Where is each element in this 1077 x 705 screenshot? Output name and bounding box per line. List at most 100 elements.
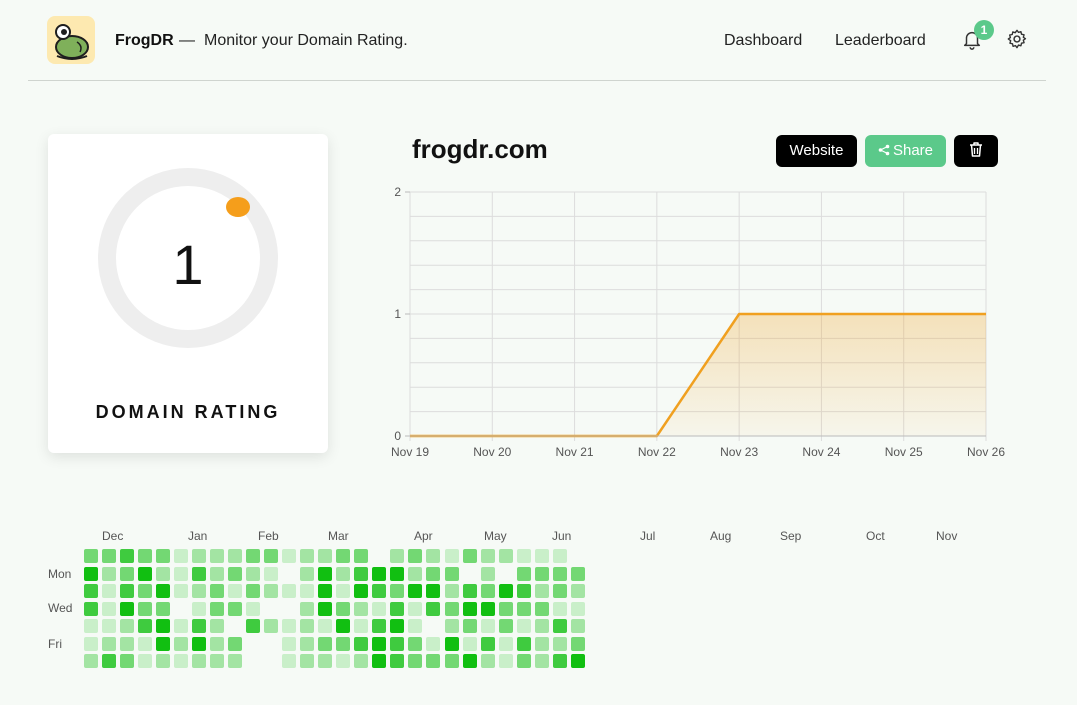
- heatmap-cell[interactable]: [84, 601, 98, 616]
- gear-icon[interactable]: [1006, 28, 1028, 50]
- heatmap-cell[interactable]: [210, 654, 225, 668]
- heatmap-cell[interactable]: [354, 636, 369, 651]
- heatmap-cell[interactable]: [174, 654, 189, 668]
- heatmap-cell[interactable]: [228, 601, 243, 616]
- heatmap-cell[interactable]: [390, 549, 405, 563]
- heatmap-cell[interactable]: [390, 601, 405, 616]
- heatmap-cell[interactable]: [336, 654, 351, 668]
- heatmap-cell[interactable]: [84, 549, 98, 563]
- heatmap-cell[interactable]: [570, 654, 585, 668]
- heatmap-cell[interactable]: [174, 636, 189, 651]
- heatmap-cell[interactable]: [300, 654, 315, 668]
- heatmap-cell[interactable]: [552, 654, 567, 668]
- heatmap-cell[interactable]: [102, 654, 117, 668]
- heatmap-cell[interactable]: [174, 619, 189, 633]
- heatmap-cell[interactable]: [246, 549, 261, 563]
- heatmap-cell[interactable]: [408, 584, 423, 598]
- heatmap-cell[interactable]: [156, 584, 171, 598]
- frog-logo[interactable]: [47, 16, 95, 64]
- heatmap-cell[interactable]: [228, 584, 243, 598]
- heatmap-cell[interactable]: [336, 549, 351, 563]
- heatmap-cell[interactable]: [480, 636, 495, 651]
- heatmap-cell[interactable]: [354, 619, 369, 633]
- heatmap-cell[interactable]: [354, 654, 369, 668]
- heatmap-cell[interactable]: [138, 584, 153, 598]
- heatmap-cell[interactable]: [228, 654, 243, 668]
- heatmap-cell[interactable]: [84, 566, 98, 581]
- heatmap-cell[interactable]: [372, 654, 387, 668]
- heatmap-cell[interactable]: [552, 619, 567, 633]
- heatmap-cell[interactable]: [498, 636, 513, 651]
- heatmap-cell[interactable]: [210, 619, 225, 633]
- heatmap-cell[interactable]: [192, 619, 207, 633]
- heatmap-cell[interactable]: [192, 636, 207, 651]
- heatmap-cell[interactable]: [264, 549, 279, 563]
- heatmap-cell[interactable]: [336, 636, 351, 651]
- heatmap-cell[interactable]: [516, 549, 531, 563]
- heatmap-cell[interactable]: [282, 636, 297, 651]
- heatmap-cell[interactable]: [102, 549, 117, 563]
- heatmap-cell[interactable]: [408, 601, 423, 616]
- heatmap-cell[interactable]: [156, 566, 171, 581]
- heatmap-cell[interactable]: [444, 584, 459, 598]
- heatmap-cell[interactable]: [84, 619, 98, 633]
- heatmap-cell[interactable]: [408, 636, 423, 651]
- heatmap-cell[interactable]: [102, 619, 117, 633]
- heatmap-cell[interactable]: [570, 584, 585, 598]
- heatmap-cell[interactable]: [138, 601, 153, 616]
- heatmap-cell[interactable]: [156, 654, 171, 668]
- heatmap-cell[interactable]: [534, 584, 549, 598]
- delete-button[interactable]: [954, 135, 998, 167]
- heatmap-cell[interactable]: [426, 566, 441, 581]
- heatmap-cell[interactable]: [138, 636, 153, 651]
- heatmap-cell[interactable]: [444, 549, 459, 563]
- heatmap-cell[interactable]: [354, 601, 369, 616]
- heatmap-cell[interactable]: [372, 566, 387, 581]
- heatmap-cell[interactable]: [516, 636, 531, 651]
- heatmap-cell[interactable]: [426, 584, 441, 598]
- heatmap-cell[interactable]: [498, 549, 513, 563]
- heatmap-cell[interactable]: [318, 636, 333, 651]
- heatmap-cell[interactable]: [498, 619, 513, 633]
- heatmap-cell[interactable]: [444, 636, 459, 651]
- heatmap-cell[interactable]: [552, 566, 567, 581]
- brand-name[interactable]: FrogDR: [115, 32, 174, 49]
- heatmap-cell[interactable]: [534, 619, 549, 633]
- heatmap-cell[interactable]: [444, 566, 459, 581]
- heatmap-cell[interactable]: [156, 601, 171, 616]
- heatmap-cell[interactable]: [300, 636, 315, 651]
- heatmap-cell[interactable]: [516, 654, 531, 668]
- heatmap-cell[interactable]: [552, 549, 567, 563]
- heatmap-cell[interactable]: [210, 601, 225, 616]
- heatmap-cell[interactable]: [336, 619, 351, 633]
- heatmap-cell[interactable]: [192, 549, 207, 563]
- heatmap-cell[interactable]: [192, 601, 207, 616]
- heatmap-cell[interactable]: [120, 636, 135, 651]
- heatmap-cell[interactable]: [300, 549, 315, 563]
- heatmap-cell[interactable]: [192, 584, 207, 598]
- heatmap-cell[interactable]: [372, 636, 387, 651]
- heatmap-cell[interactable]: [192, 654, 207, 668]
- heatmap-cell[interactable]: [426, 601, 441, 616]
- heatmap-cell[interactable]: [300, 584, 315, 598]
- heatmap-cell[interactable]: [336, 566, 351, 581]
- heatmap-cell[interactable]: [570, 601, 585, 616]
- heatmap-cell[interactable]: [264, 584, 279, 598]
- heatmap-cell[interactable]: [516, 619, 531, 633]
- heatmap-cell[interactable]: [318, 566, 333, 581]
- heatmap-cell[interactable]: [156, 619, 171, 633]
- heatmap-cell[interactable]: [498, 654, 513, 668]
- website-button[interactable]: Website: [776, 135, 857, 167]
- heatmap-cell[interactable]: [156, 549, 171, 563]
- heatmap-cell[interactable]: [516, 584, 531, 598]
- heatmap-cell[interactable]: [210, 636, 225, 651]
- heatmap-cell[interactable]: [462, 584, 477, 598]
- heatmap-cell[interactable]: [246, 601, 261, 616]
- heatmap-cell[interactable]: [516, 566, 531, 581]
- heatmap-cell[interactable]: [300, 601, 315, 616]
- heatmap-cell[interactable]: [282, 549, 297, 563]
- share-button[interactable]: Share: [865, 135, 946, 167]
- heatmap-cell[interactable]: [246, 584, 261, 598]
- heatmap-cell[interactable]: [210, 566, 225, 581]
- heatmap-cell[interactable]: [444, 654, 459, 668]
